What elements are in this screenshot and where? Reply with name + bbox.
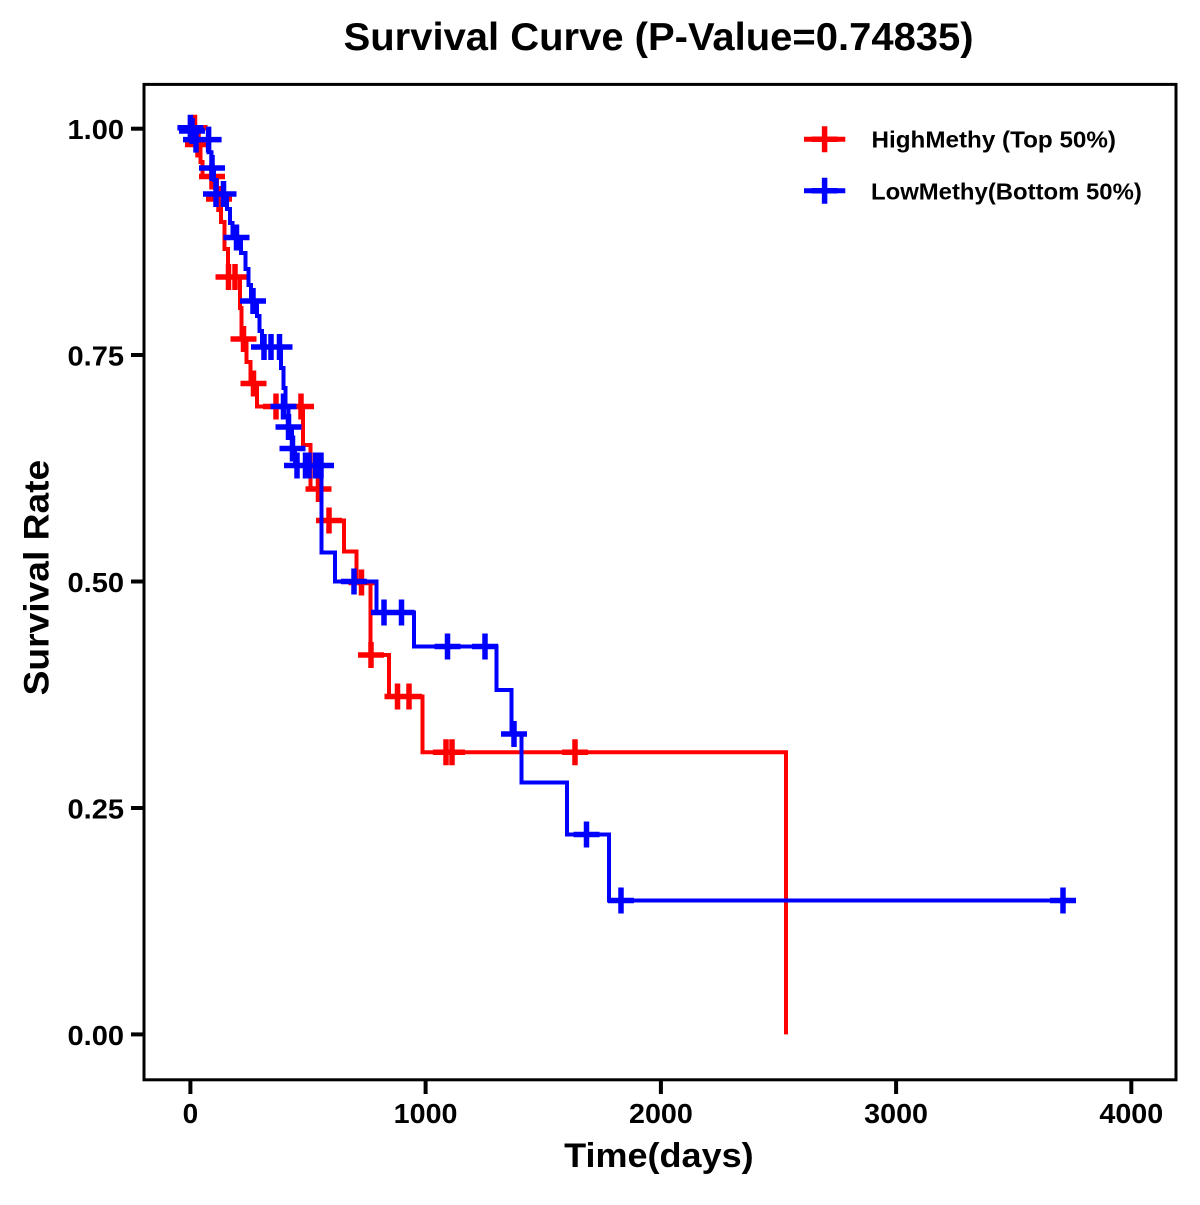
svg-text:0.50: 0.50 <box>68 567 125 598</box>
svg-text:0.75: 0.75 <box>68 340 125 371</box>
svg-text:HighMethy (Top 50%): HighMethy (Top 50%) <box>872 127 1117 153</box>
svg-text:0.25: 0.25 <box>68 793 125 824</box>
svg-text:Survival Curve (P-Value=0.7483: Survival Curve (P-Value=0.74835) <box>344 16 974 59</box>
svg-text:3000: 3000 <box>864 1098 928 1129</box>
svg-text:1000: 1000 <box>394 1098 458 1129</box>
svg-text:2000: 2000 <box>629 1098 693 1129</box>
svg-text:Survival Rate: Survival Rate <box>17 460 56 696</box>
svg-text:Time(days): Time(days) <box>564 1137 754 1175</box>
svg-text:0: 0 <box>183 1098 199 1129</box>
svg-text:4000: 4000 <box>1099 1098 1163 1129</box>
svg-text:LowMethy(Bottom 50%): LowMethy(Bottom 50%) <box>871 179 1142 205</box>
svg-text:1.00: 1.00 <box>68 114 125 145</box>
svg-text:0.00: 0.00 <box>68 1020 125 1051</box>
